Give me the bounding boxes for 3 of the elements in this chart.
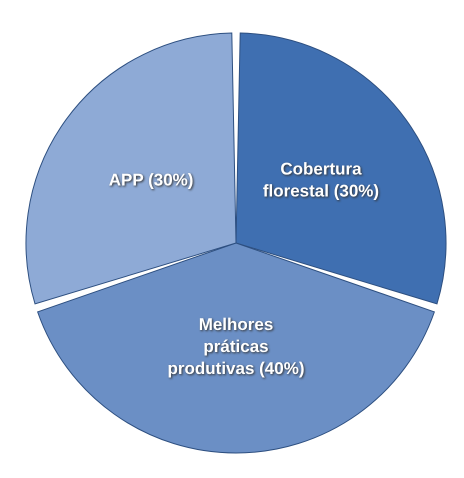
slice-label: Melhores práticas produtivas (40%) bbox=[168, 315, 304, 378]
slice-label: Cobertura florestal (30%) bbox=[262, 160, 380, 201]
slice-label: APP (30%) bbox=[108, 170, 194, 190]
